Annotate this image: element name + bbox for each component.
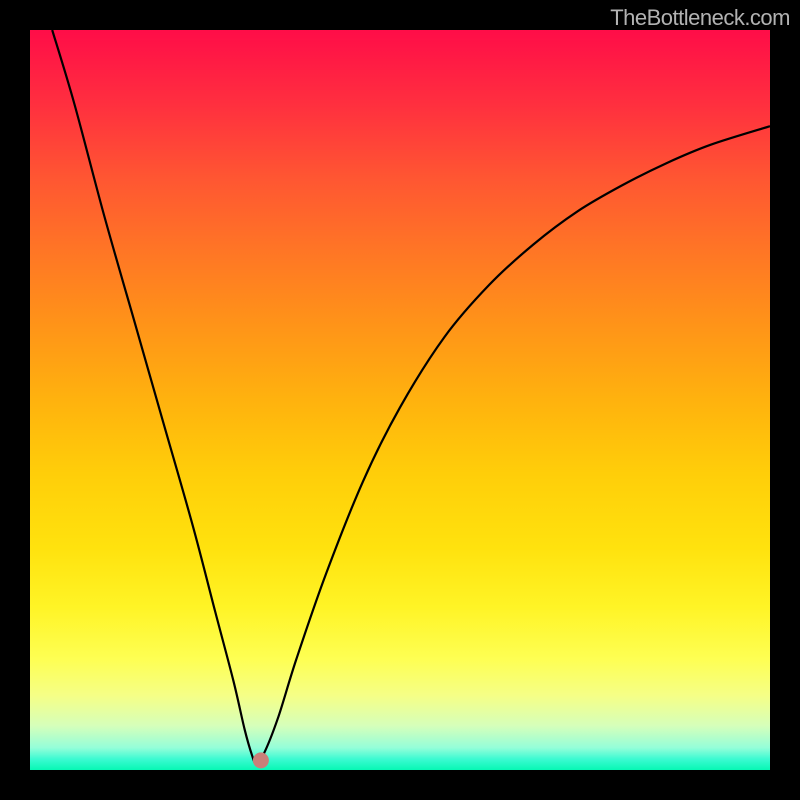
watermark-text: TheBottleneck.com <box>610 5 790 31</box>
minimum-marker-dot <box>253 752 269 768</box>
bottleneck-curve <box>52 30 770 763</box>
chart-container: TheBottleneck.com <box>0 0 800 800</box>
curve-layer <box>30 30 770 770</box>
plot-area <box>30 30 770 770</box>
